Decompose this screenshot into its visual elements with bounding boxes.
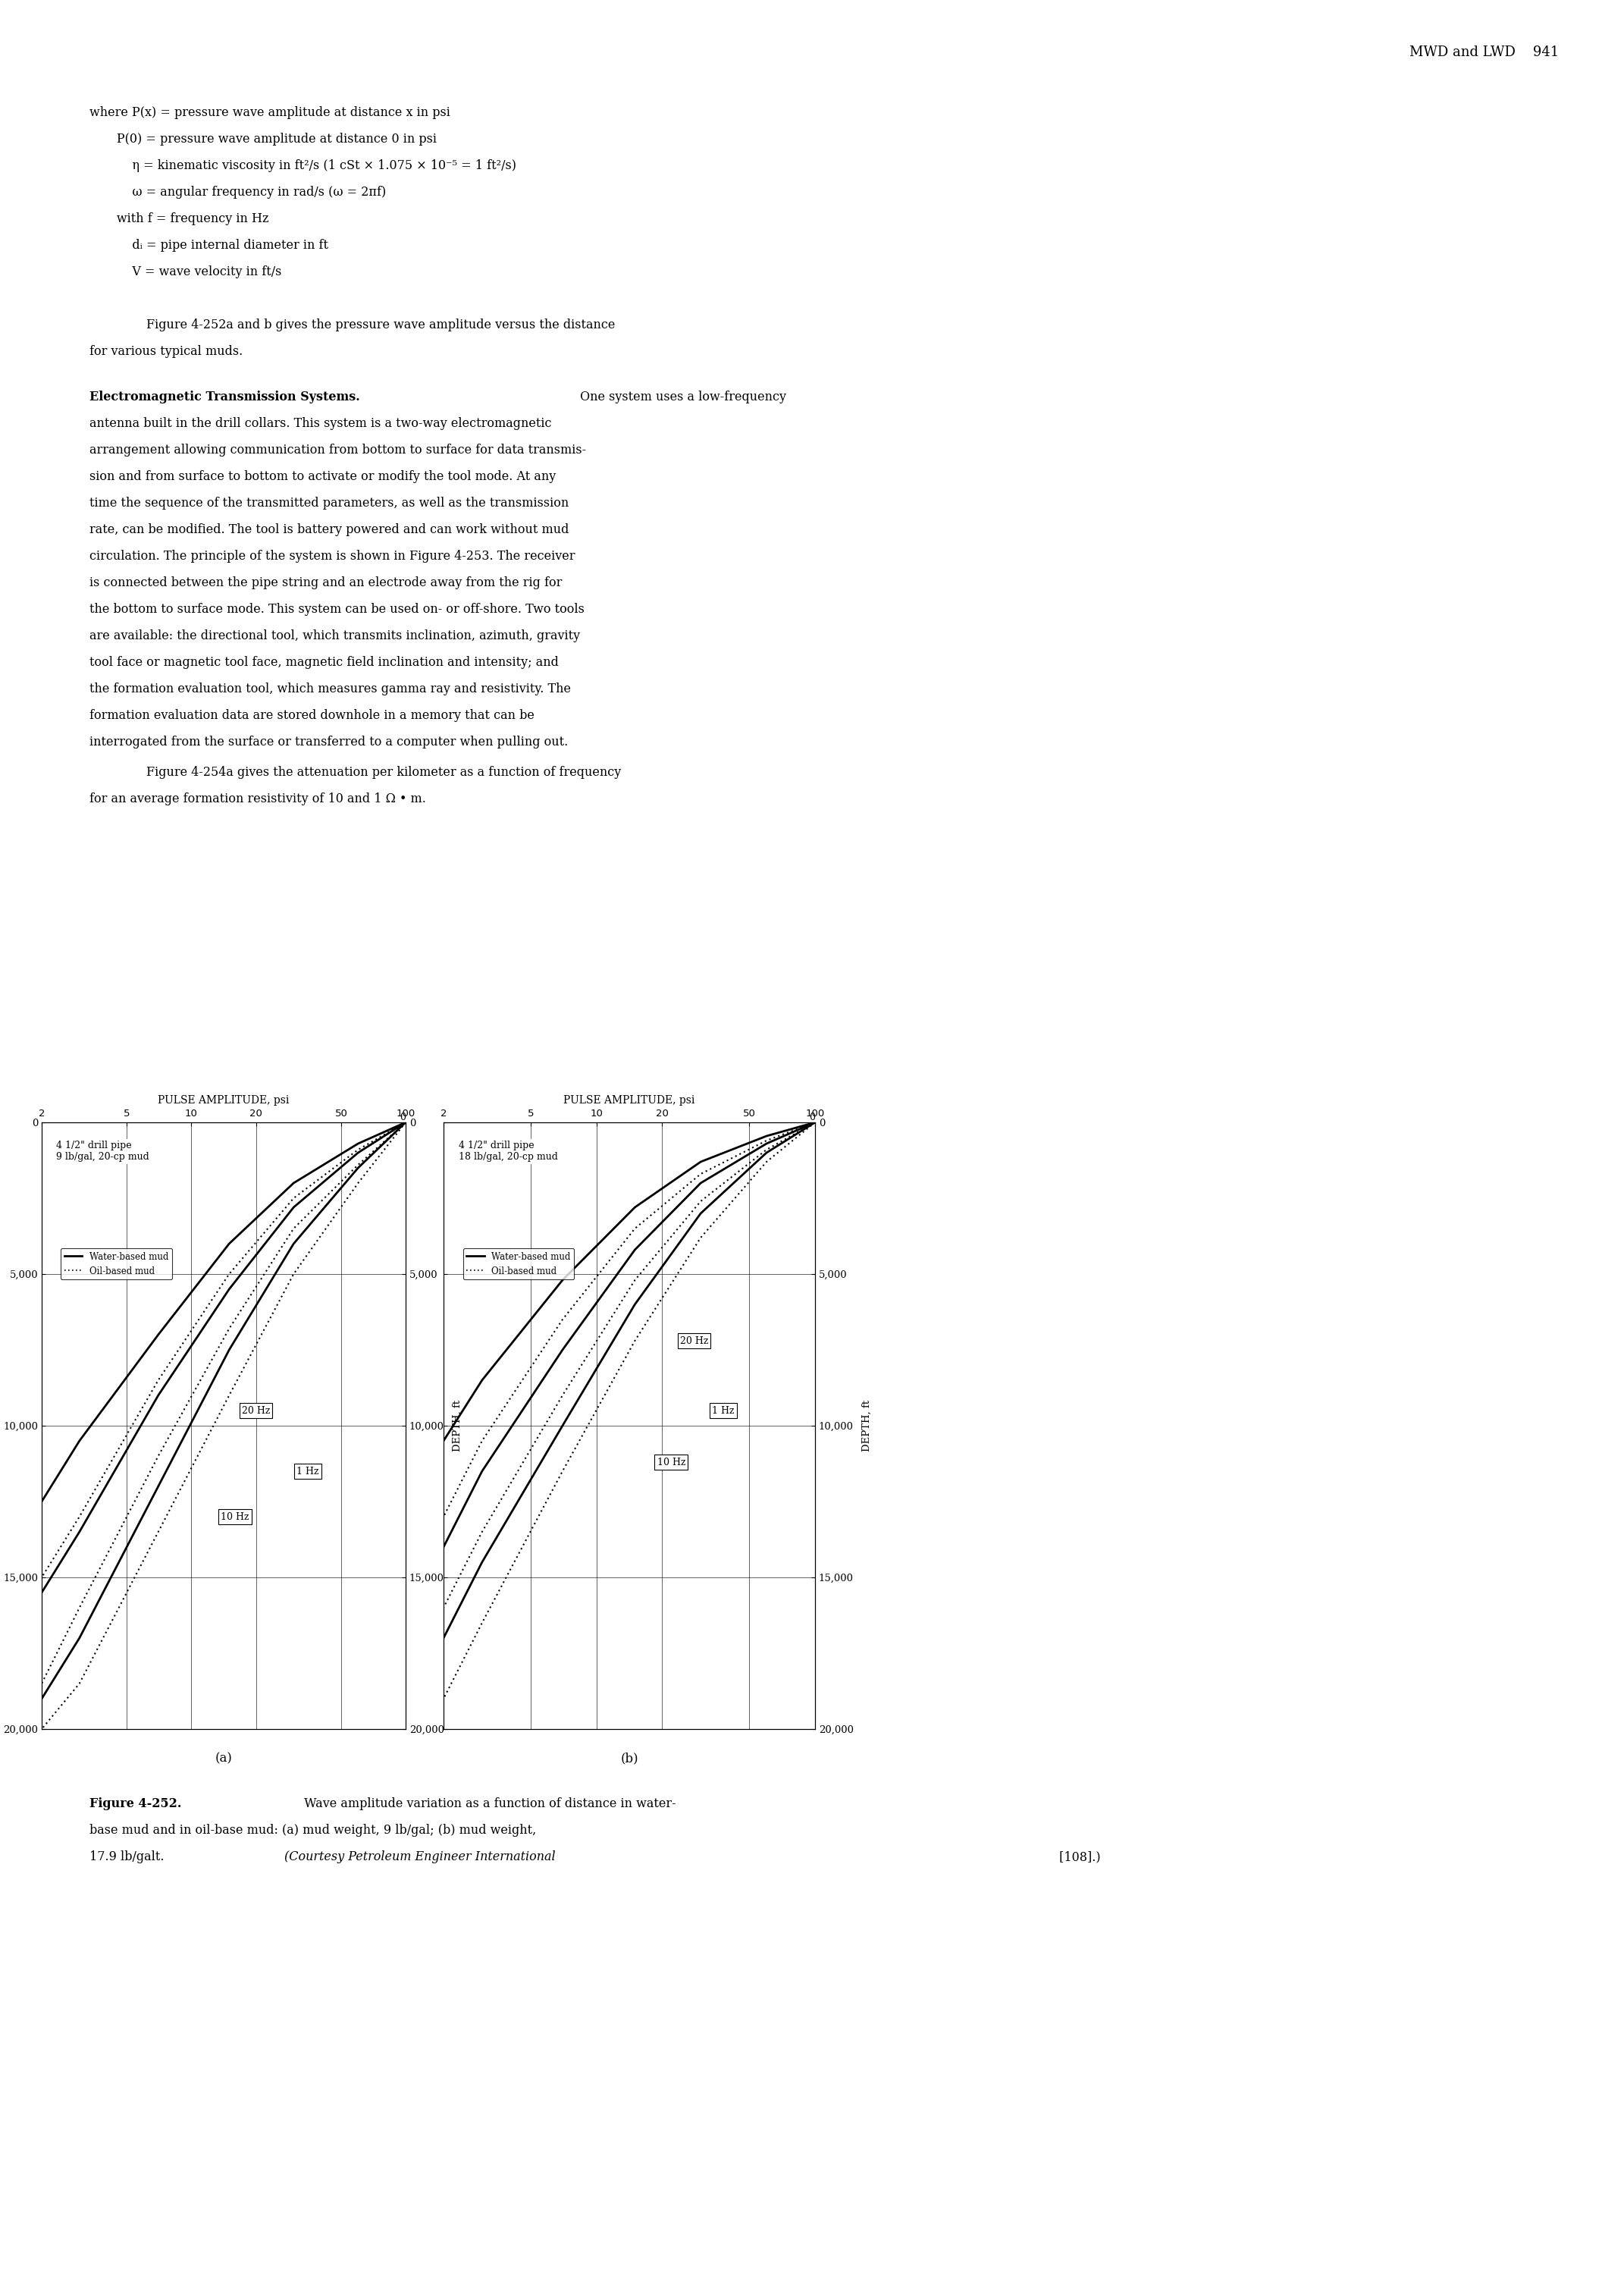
Text: base mud and in oil-base mud: (a) mud weight, 9 lb/gal; (b) mud weight,: base mud and in oil-base mud: (a) mud we… — [89, 1824, 536, 1837]
Text: Figure 4-254a gives the attenuation per kilometer as a function of frequency: Figure 4-254a gives the attenuation per … — [146, 765, 620, 779]
Text: interrogated from the surface or transferred to a computer when pulling out.: interrogated from the surface or transfe… — [89, 735, 568, 749]
Text: rate, can be modified. The tool is battery powered and can work without mud: rate, can be modified. The tool is batte… — [89, 522, 568, 536]
Text: 10 Hz: 10 Hz — [221, 1512, 250, 1521]
Text: MWD and LWD    941: MWD and LWD 941 — [1410, 46, 1559, 60]
Text: 20 Hz: 20 Hz — [242, 1407, 270, 1416]
Text: 4 1/2" drill pipe
9 lb/gal, 20-cp mud: 4 1/2" drill pipe 9 lb/gal, 20-cp mud — [57, 1141, 149, 1162]
Text: antenna built in the drill collars. This system is a two-way electromagnetic: antenna built in the drill collars. This… — [89, 417, 552, 431]
Text: arrangement allowing communication from bottom to surface for data transmis-: arrangement allowing communication from … — [89, 444, 586, 456]
Text: for various typical muds.: for various typical muds. — [89, 346, 242, 357]
Text: 4 1/2" drill pipe
18 lb/gal, 20-cp mud: 4 1/2" drill pipe 18 lb/gal, 20-cp mud — [458, 1141, 557, 1162]
Text: are available: the directional tool, which transmits inclination, azimuth, gravi: are available: the directional tool, whi… — [89, 630, 580, 641]
Text: ω = angular frequency in rad/s (ω = 2πf): ω = angular frequency in rad/s (ω = 2πf) — [89, 186, 387, 199]
Text: P(0) = pressure wave amplitude at distance 0 in psi: P(0) = pressure wave amplitude at distan… — [89, 133, 437, 147]
Text: 1 Hz: 1 Hz — [711, 1407, 734, 1416]
Text: sion and from surface to bottom to activate or modify the tool mode. At any: sion and from surface to bottom to activ… — [89, 470, 555, 483]
Text: circulation. The principle of the system is shown in Figure 4-253. The receiver: circulation. The principle of the system… — [89, 550, 575, 564]
Text: Wave amplitude variation as a function of distance in water-: Wave amplitude variation as a function o… — [300, 1798, 676, 1810]
Text: the formation evaluation tool, which measures gamma ray and resistivity. The: the formation evaluation tool, which mea… — [89, 683, 570, 696]
Text: 0: 0 — [400, 1113, 406, 1123]
Text: is connected between the pipe string and an electrode away from the rig for: is connected between the pipe string and… — [89, 577, 562, 589]
Text: V = wave velocity in ft/s: V = wave velocity in ft/s — [89, 266, 281, 277]
Text: Electromagnetic Transmission Systems.: Electromagnetic Transmission Systems. — [89, 389, 361, 403]
Text: time the sequence of the transmitted parameters, as well as the transmission: time the sequence of the transmitted par… — [89, 497, 568, 509]
X-axis label: PULSE AMPLITUDE, psi: PULSE AMPLITUDE, psi — [158, 1095, 289, 1107]
Text: 10 Hz: 10 Hz — [658, 1457, 685, 1466]
Text: the bottom to surface mode. This system can be used on- or off-shore. Two tools: the bottom to surface mode. This system … — [89, 603, 585, 616]
Text: (a): (a) — [214, 1753, 232, 1764]
Y-axis label: DEPTH, ft: DEPTH, ft — [453, 1400, 463, 1452]
Text: tool face or magnetic tool face, magnetic field inclination and intensity; and: tool face or magnetic tool face, magneti… — [89, 655, 559, 669]
X-axis label: PULSE AMPLITUDE, psi: PULSE AMPLITUDE, psi — [564, 1095, 695, 1107]
Legend: Water-based mud, Oil-based mud: Water-based mud, Oil-based mud — [60, 1249, 172, 1281]
Y-axis label: DEPTH, ft: DEPTH, ft — [862, 1400, 872, 1452]
Text: η = kinematic viscosity in ft²/s (1 cSt × 1.075 × 10⁻⁵ = 1 ft²/s): η = kinematic viscosity in ft²/s (1 cSt … — [89, 160, 516, 172]
Text: Figure 4-252a and b gives the pressure wave amplitude versus the distance: Figure 4-252a and b gives the pressure w… — [146, 318, 615, 332]
Text: 17.9 lb/galt.: 17.9 lb/galt. — [89, 1851, 167, 1863]
Text: [108].): [108].) — [1056, 1851, 1101, 1863]
Text: where P(x) = pressure wave amplitude at distance x in psi: where P(x) = pressure wave amplitude at … — [89, 105, 450, 119]
Text: for an average formation resistivity of 10 and 1 Ω • m.: for an average formation resistivity of … — [89, 793, 425, 806]
Text: Figure 4-252.: Figure 4-252. — [89, 1798, 182, 1810]
Text: 1 Hz: 1 Hz — [297, 1466, 320, 1475]
Text: formation evaluation data are stored downhole in a memory that can be: formation evaluation data are stored dow… — [89, 710, 534, 722]
Text: 0: 0 — [809, 1113, 815, 1123]
Text: 20 Hz: 20 Hz — [680, 1336, 708, 1345]
Text: (Courtesy Petroleum Engineer International: (Courtesy Petroleum Engineer Internation… — [284, 1851, 555, 1863]
Text: with f = frequency in Hz: with f = frequency in Hz — [89, 213, 268, 225]
Text: dᵢ = pipe internal diameter in ft: dᵢ = pipe internal diameter in ft — [89, 238, 328, 252]
Legend: Water-based mud, Oil-based mud: Water-based mud, Oil-based mud — [463, 1249, 575, 1281]
Text: One system uses a low-frequency: One system uses a low-frequency — [577, 389, 786, 403]
Text: (b): (b) — [620, 1753, 638, 1764]
